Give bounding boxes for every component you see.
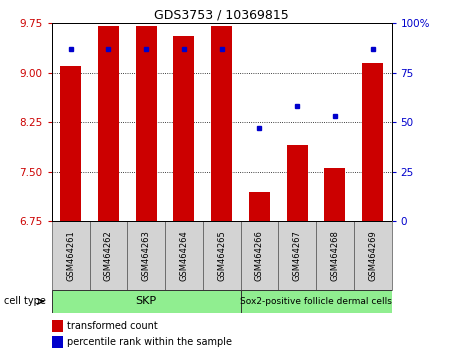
- Text: GSM464269: GSM464269: [368, 230, 377, 281]
- Text: GSM464268: GSM464268: [330, 230, 339, 281]
- Text: SKP: SKP: [135, 296, 157, 307]
- Bar: [278, 221, 316, 290]
- Bar: [249, 192, 270, 221]
- Text: GSM464265: GSM464265: [217, 230, 226, 281]
- Bar: [52, 221, 90, 290]
- Bar: [60, 66, 81, 221]
- Text: cell type: cell type: [4, 296, 46, 307]
- Bar: [354, 221, 392, 290]
- Text: GSM464264: GSM464264: [180, 230, 189, 281]
- Bar: [136, 26, 157, 221]
- Bar: [98, 26, 119, 221]
- Bar: [240, 290, 392, 313]
- Bar: [316, 221, 354, 290]
- Text: GSM464261: GSM464261: [66, 230, 75, 281]
- Text: GSM464263: GSM464263: [142, 230, 151, 281]
- Bar: [287, 145, 307, 221]
- Text: GSM464267: GSM464267: [292, 230, 302, 281]
- Bar: [203, 221, 240, 290]
- Bar: [174, 36, 194, 221]
- Bar: [52, 290, 240, 313]
- Title: GDS3753 / 10369815: GDS3753 / 10369815: [154, 9, 289, 22]
- Text: GSM464266: GSM464266: [255, 230, 264, 281]
- Bar: [90, 221, 127, 290]
- Text: percentile rank within the sample: percentile rank within the sample: [67, 337, 232, 347]
- Text: GSM464262: GSM464262: [104, 230, 113, 281]
- Bar: [324, 169, 345, 221]
- Bar: [211, 26, 232, 221]
- Bar: [240, 221, 278, 290]
- Text: Sox2-positive follicle dermal cells: Sox2-positive follicle dermal cells: [240, 297, 392, 306]
- Bar: [362, 63, 383, 221]
- Bar: [165, 221, 203, 290]
- Text: transformed count: transformed count: [67, 321, 158, 331]
- Bar: [127, 221, 165, 290]
